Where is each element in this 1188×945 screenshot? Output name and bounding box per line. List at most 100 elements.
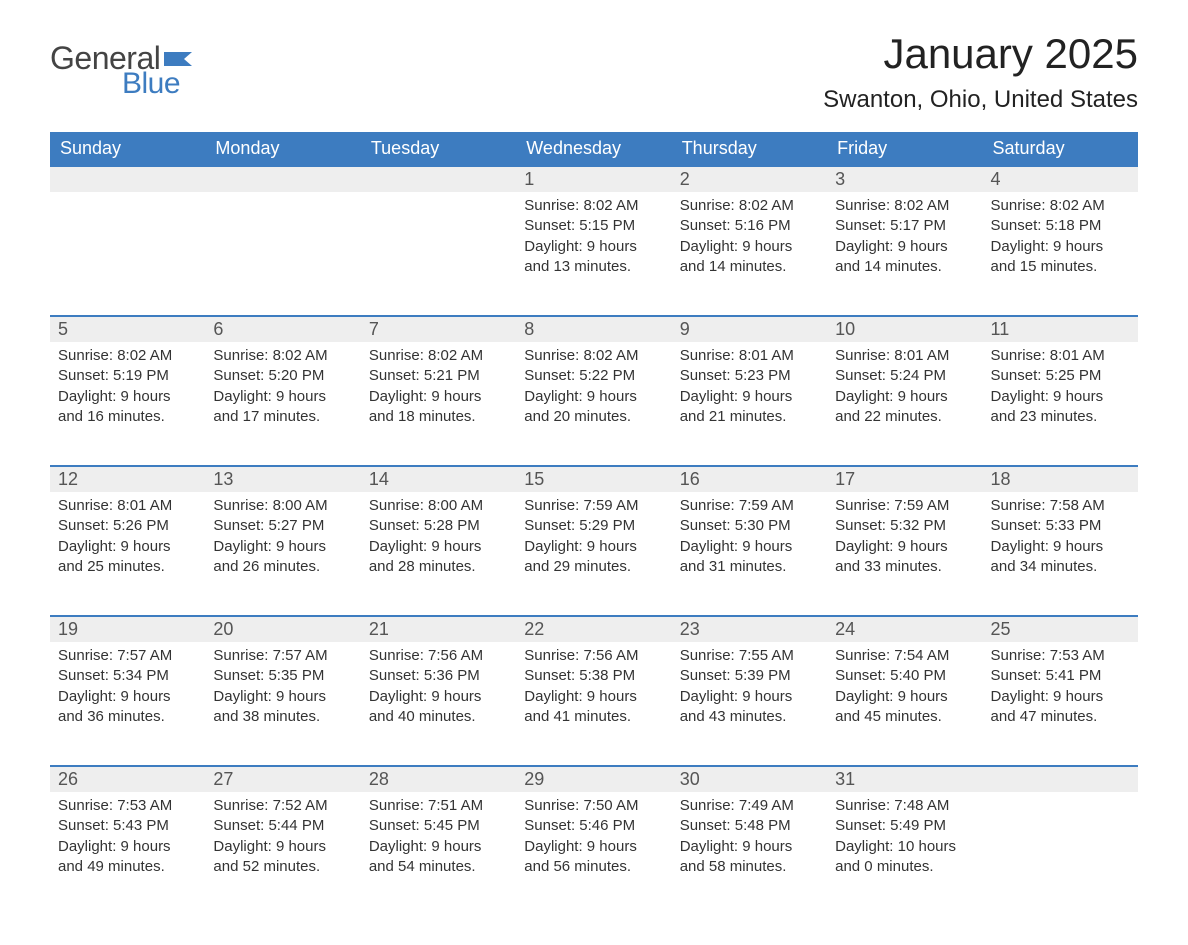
day-number: 31 [827,765,982,792]
calendar-day-cell: 13Sunrise: 8:00 AMSunset: 5:27 PMDayligh… [205,465,360,615]
calendar-day-cell: 17Sunrise: 7:59 AMSunset: 5:32 PMDayligh… [827,465,982,615]
daylight-text: Daylight: 9 hours and 33 minutes. [835,537,974,578]
daylight-text: Daylight: 9 hours and 58 minutes. [680,837,819,878]
sunset-text: Sunset: 5:46 PM [524,816,663,836]
sunset-text: Sunset: 5:26 PM [58,516,197,536]
day-content: Sunrise: 8:01 AMSunset: 5:25 PMDaylight:… [983,342,1138,437]
calendar-day-cell: 24Sunrise: 7:54 AMSunset: 5:40 PMDayligh… [827,615,982,765]
daylight-text: Daylight: 9 hours and 40 minutes. [369,687,508,728]
sunrise-text: Sunrise: 7:51 AM [369,796,508,816]
title-block: January 2025 Swanton, Ohio, United State… [823,30,1138,114]
sunset-text: Sunset: 5:34 PM [58,666,197,686]
calendar-day-cell: 18Sunrise: 7:58 AMSunset: 5:33 PMDayligh… [983,465,1138,615]
calendar-day-cell: 4Sunrise: 8:02 AMSunset: 5:18 PMDaylight… [983,165,1138,315]
daylight-text: Daylight: 9 hours and 36 minutes. [58,687,197,728]
sunrise-text: Sunrise: 7:56 AM [369,646,508,666]
day-number: 12 [50,465,205,492]
day-content: Sunrise: 8:02 AMSunset: 5:20 PMDaylight:… [205,342,360,437]
daylight-text: Daylight: 9 hours and 22 minutes. [835,387,974,428]
day-header: Sunday [50,132,205,165]
sunrise-text: Sunrise: 7:49 AM [680,796,819,816]
calendar-day-cell: 25Sunrise: 7:53 AMSunset: 5:41 PMDayligh… [983,615,1138,765]
day-number: 1 [516,165,671,192]
day-content: Sunrise: 7:59 AMSunset: 5:32 PMDaylight:… [827,492,982,587]
month-title: January 2025 [823,30,1138,78]
sunset-text: Sunset: 5:33 PM [991,516,1130,536]
day-content: Sunrise: 8:00 AMSunset: 5:28 PMDaylight:… [361,492,516,587]
sunset-text: Sunset: 5:48 PM [680,816,819,836]
sunrise-text: Sunrise: 8:00 AM [213,496,352,516]
calendar-week-row: 19Sunrise: 7:57 AMSunset: 5:34 PMDayligh… [50,615,1138,765]
sunrise-text: Sunrise: 8:02 AM [680,196,819,216]
day-header: Wednesday [516,132,671,165]
sunrise-text: Sunrise: 8:02 AM [58,346,197,366]
sunset-text: Sunset: 5:15 PM [524,216,663,236]
sunrise-text: Sunrise: 7:56 AM [524,646,663,666]
calendar-day-cell: 8Sunrise: 8:02 AMSunset: 5:22 PMDaylight… [516,315,671,465]
sunrise-text: Sunrise: 8:02 AM [524,346,663,366]
sunrise-text: Sunrise: 8:02 AM [991,196,1130,216]
calendar-day-cell: 1Sunrise: 8:02 AMSunset: 5:15 PMDaylight… [516,165,671,315]
day-number: 13 [205,465,360,492]
sunrise-text: Sunrise: 7:50 AM [524,796,663,816]
day-number: 10 [827,315,982,342]
daylight-text: Daylight: 9 hours and 47 minutes. [991,687,1130,728]
sunset-text: Sunset: 5:27 PM [213,516,352,536]
day-content: Sunrise: 7:53 AMSunset: 5:41 PMDaylight:… [983,642,1138,737]
day-content: Sunrise: 7:57 AMSunset: 5:35 PMDaylight:… [205,642,360,737]
calendar-day-cell: 5Sunrise: 8:02 AMSunset: 5:19 PMDaylight… [50,315,205,465]
sunrise-text: Sunrise: 7:54 AM [835,646,974,666]
day-number: 19 [50,615,205,642]
day-number: 28 [361,765,516,792]
calendar-day-cell: 23Sunrise: 7:55 AMSunset: 5:39 PMDayligh… [672,615,827,765]
calendar-day-cell: 29Sunrise: 7:50 AMSunset: 5:46 PMDayligh… [516,765,671,915]
calendar-day-cell: 3Sunrise: 8:02 AMSunset: 5:17 PMDaylight… [827,165,982,315]
day-content: Sunrise: 8:02 AMSunset: 5:22 PMDaylight:… [516,342,671,437]
day-number: 16 [672,465,827,492]
day-number: 6 [205,315,360,342]
sunset-text: Sunset: 5:40 PM [835,666,974,686]
calendar-day-cell: 22Sunrise: 7:56 AMSunset: 5:38 PMDayligh… [516,615,671,765]
day-number: 26 [50,765,205,792]
day-content: Sunrise: 8:01 AMSunset: 5:26 PMDaylight:… [50,492,205,587]
sunset-text: Sunset: 5:30 PM [680,516,819,536]
sunrise-text: Sunrise: 7:59 AM [680,496,819,516]
day-content: Sunrise: 7:59 AMSunset: 5:30 PMDaylight:… [672,492,827,587]
calendar-day-cell: 15Sunrise: 7:59 AMSunset: 5:29 PMDayligh… [516,465,671,615]
calendar-day-cell: 20Sunrise: 7:57 AMSunset: 5:35 PMDayligh… [205,615,360,765]
daylight-text: Daylight: 9 hours and 23 minutes. [991,387,1130,428]
sunset-text: Sunset: 5:19 PM [58,366,197,386]
sunrise-text: Sunrise: 8:02 AM [213,346,352,366]
sunrise-text: Sunrise: 7:59 AM [835,496,974,516]
day-content: Sunrise: 7:52 AMSunset: 5:44 PMDaylight:… [205,792,360,887]
calendar-week-row: 12Sunrise: 8:01 AMSunset: 5:26 PMDayligh… [50,465,1138,615]
sunrise-text: Sunrise: 8:00 AM [369,496,508,516]
calendar-week-row: 1Sunrise: 8:02 AMSunset: 5:15 PMDaylight… [50,165,1138,315]
daylight-text: Daylight: 9 hours and 21 minutes. [680,387,819,428]
calendar-day-cell: 31Sunrise: 7:48 AMSunset: 5:49 PMDayligh… [827,765,982,915]
logo: General Blue [50,30,198,101]
day-number: 25 [983,615,1138,642]
sunrise-text: Sunrise: 8:02 AM [524,196,663,216]
calendar-day-cell: 14Sunrise: 8:00 AMSunset: 5:28 PMDayligh… [361,465,516,615]
daylight-text: Daylight: 9 hours and 17 minutes. [213,387,352,428]
day-number: 21 [361,615,516,642]
location-text: Swanton, Ohio, United States [823,86,1138,114]
day-number: 9 [672,315,827,342]
sunrise-text: Sunrise: 7:53 AM [991,646,1130,666]
calendar-day-cell [983,765,1138,915]
calendar-day-cell: 6Sunrise: 8:02 AMSunset: 5:20 PMDaylight… [205,315,360,465]
sunrise-text: Sunrise: 7:58 AM [991,496,1130,516]
day-content: Sunrise: 8:02 AMSunset: 5:21 PMDaylight:… [361,342,516,437]
calendar-day-cell: 28Sunrise: 7:51 AMSunset: 5:45 PMDayligh… [361,765,516,915]
sunset-text: Sunset: 5:49 PM [835,816,974,836]
day-content: Sunrise: 7:51 AMSunset: 5:45 PMDaylight:… [361,792,516,887]
sunset-text: Sunset: 5:28 PM [369,516,508,536]
sunset-text: Sunset: 5:20 PM [213,366,352,386]
day-number: 20 [205,615,360,642]
daylight-text: Daylight: 9 hours and 56 minutes. [524,837,663,878]
day-header: Thursday [672,132,827,165]
calendar-day-cell: 7Sunrise: 8:02 AMSunset: 5:21 PMDaylight… [361,315,516,465]
daylight-text: Daylight: 9 hours and 34 minutes. [991,537,1130,578]
day-content: Sunrise: 8:01 AMSunset: 5:24 PMDaylight:… [827,342,982,437]
